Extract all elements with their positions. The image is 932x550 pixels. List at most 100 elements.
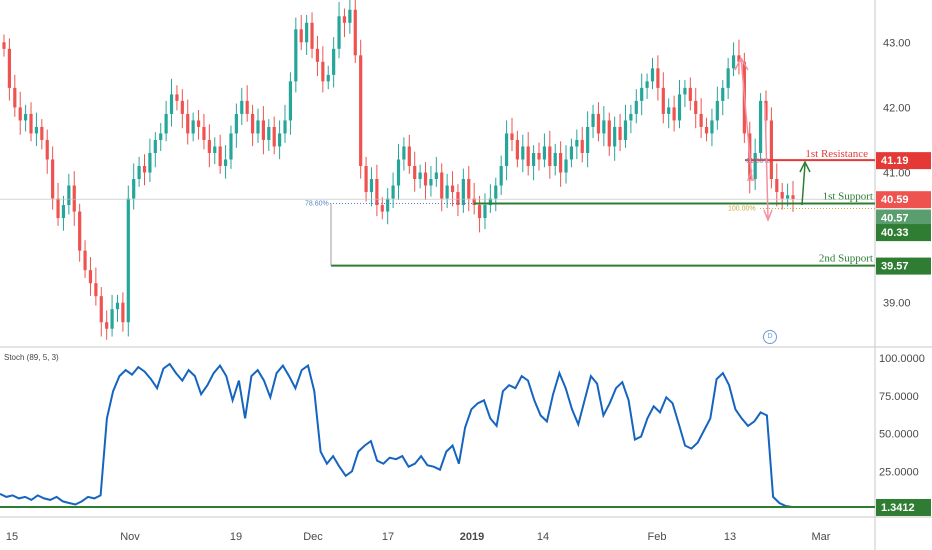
candle-body (24, 113, 28, 121)
candle-body (699, 113, 703, 127)
time-tick-label: 19 (230, 531, 242, 543)
candle-body (634, 100, 638, 114)
time-tick-label: 15 (6, 531, 18, 543)
candle-body (418, 172, 422, 180)
candle-body (521, 146, 525, 160)
candle-body (45, 139, 49, 160)
price-tick-label: 42.00 (883, 102, 911, 114)
candle-body (629, 113, 633, 121)
time-tick-label: 2019 (460, 531, 484, 543)
candle-body (602, 120, 606, 134)
candle-body (640, 87, 644, 101)
candle-body (315, 48, 320, 62)
time-tick-label: 17 (382, 531, 394, 543)
candle-body (72, 185, 76, 212)
candle-body (267, 126, 271, 140)
resistance-price-tag: 41.19 (881, 155, 909, 167)
candle-body (504, 133, 509, 166)
candle-body (348, 9, 352, 23)
candle-body (250, 113, 255, 134)
candle-body (623, 120, 628, 140)
candle-body (429, 179, 433, 186)
candle-body (99, 296, 103, 323)
candle-body (142, 165, 147, 173)
candle-body (2, 42, 6, 49)
support-2-label: 2nd Support (819, 253, 873, 265)
candle-body (591, 113, 595, 127)
candle-body (445, 185, 449, 199)
candle-body (548, 146, 552, 166)
candle-body (515, 139, 519, 160)
last-price-tag-bg (876, 191, 931, 209)
last-price-tag: 40.59 (881, 194, 909, 206)
candle-body (672, 107, 676, 121)
candle-body (785, 195, 790, 199)
down-arrow-1 (734, 57, 753, 181)
candle-body (7, 48, 12, 88)
candle-body (391, 185, 395, 199)
candle-body (467, 179, 471, 199)
candle-body (407, 146, 411, 166)
candle-body (526, 146, 530, 166)
midprice-tag-bg (876, 209, 931, 227)
candle-body (483, 205, 487, 219)
candle-body (456, 192, 460, 206)
candle-body (532, 152, 536, 166)
time-tick-label: Nov (120, 531, 140, 543)
time-tick-label: 14 (537, 531, 549, 543)
candle-body (13, 87, 17, 108)
support-1-tag-bg (876, 224, 931, 242)
candle-body (499, 165, 503, 186)
candle-body (677, 94, 682, 121)
candle-body (34, 126, 39, 134)
candle-body (207, 139, 211, 153)
candle-body (137, 165, 141, 180)
candle-body (607, 120, 611, 147)
candle-body (67, 185, 71, 206)
candle-body (775, 179, 779, 193)
candle-body (715, 100, 719, 121)
stoch-line (0, 362, 793, 508)
candle-body (553, 152, 557, 166)
candle-body (396, 159, 401, 186)
candle-body (18, 107, 22, 121)
candle-body (791, 195, 795, 200)
candle-body (537, 152, 541, 160)
candle-body (283, 120, 287, 134)
candle-body (40, 126, 44, 140)
candle-body (683, 87, 687, 95)
candle-body (764, 100, 768, 121)
candle-body (704, 126, 709, 134)
support-2-tag-bg (876, 257, 931, 275)
candle-body (461, 179, 465, 206)
price-tick-label: 39.00 (883, 298, 911, 310)
fib-100-label: 100.00% (728, 205, 756, 212)
candle-body (78, 211, 82, 251)
candle-body (413, 165, 417, 180)
candle-body (645, 81, 649, 88)
candle-body (272, 126, 276, 147)
candle-body (115, 302, 120, 310)
candle-body (710, 120, 714, 134)
candle-body (369, 179, 374, 193)
candle-body (726, 68, 730, 88)
candle-body (434, 172, 438, 180)
fib-top-label: 61.80% (746, 158, 770, 165)
candle-body (542, 146, 547, 160)
candle-body (586, 126, 590, 153)
candle-body (321, 61, 325, 82)
resistance-label: 1st Resistance (805, 148, 868, 160)
candle-body (494, 185, 498, 199)
candle-body (218, 146, 222, 166)
dividend-marker[interactable]: D (763, 330, 777, 344)
candle-body (402, 146, 406, 160)
candle-body (472, 198, 476, 206)
candle-body (618, 126, 622, 140)
candle-body (223, 159, 228, 166)
midprice-tag: 40.57 (881, 212, 909, 224)
stoch-indicator-label: Stoch (89, 5, 3) (4, 353, 59, 362)
candle-body (332, 48, 336, 75)
candle-body (758, 100, 763, 153)
candle-body (110, 309, 114, 329)
